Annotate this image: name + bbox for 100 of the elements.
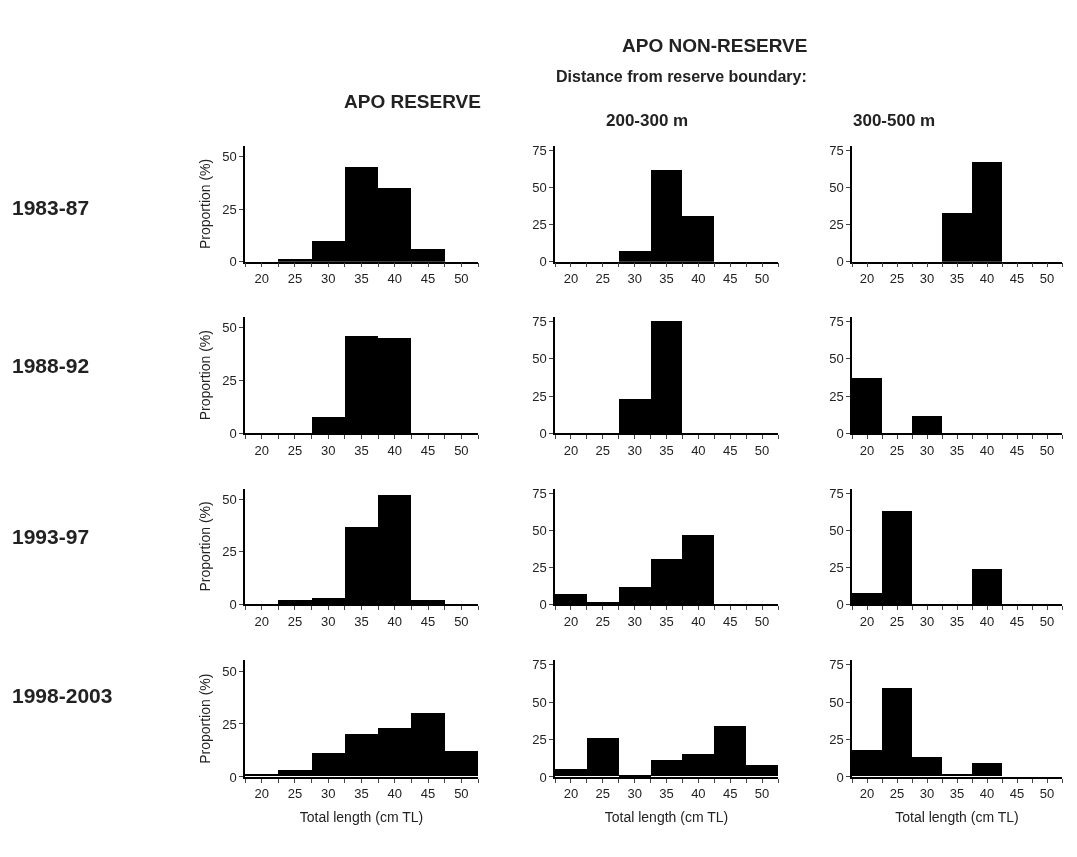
x-axis-title: Total length (cm TL) bbox=[895, 809, 1019, 826]
x-tick-label: 30 bbox=[627, 786, 642, 802]
x-tick-label: 40 bbox=[387, 786, 403, 802]
y-axis-title: Proportion (%) bbox=[197, 673, 214, 764]
y-tick-label: 50 bbox=[829, 522, 844, 538]
x-tick-label: 40 bbox=[691, 786, 706, 802]
x-tick-label: 40 bbox=[691, 270, 706, 286]
x-tick-label: 50 bbox=[1039, 442, 1055, 458]
x-tick-label: 40 bbox=[979, 442, 995, 458]
text: 200-300 m bbox=[606, 111, 689, 130]
x-tick-label: 50 bbox=[454, 613, 469, 629]
x-tick-label: 30 bbox=[627, 613, 642, 629]
x-tick-label: 35 bbox=[949, 442, 965, 458]
y-tick-label: 0 bbox=[229, 425, 237, 441]
y-tick-label: 25 bbox=[222, 373, 237, 389]
x-tick-label: 20 bbox=[563, 442, 579, 458]
x-tick-label: 30 bbox=[919, 270, 935, 286]
x-tick-label: 20 bbox=[859, 613, 875, 629]
y-tick-label: 0 bbox=[836, 254, 844, 270]
x-tick-label: 20 bbox=[859, 442, 875, 458]
y-tick-label: 25 bbox=[532, 388, 547, 404]
x-tick-label: 50 bbox=[454, 786, 469, 802]
x-tick-label: 35 bbox=[354, 442, 369, 458]
x-tick-label: 20 bbox=[254, 270, 269, 286]
x-tick-label: 45 bbox=[420, 786, 436, 802]
y-tick-label: 0 bbox=[836, 596, 844, 612]
x-axis-title: Total length (cm TL) bbox=[604, 809, 729, 826]
y-tick-label: 50 bbox=[532, 522, 547, 538]
x-tick-label: 20 bbox=[563, 613, 579, 629]
x-tick-label: 30 bbox=[320, 613, 336, 629]
x-tick-label: 25 bbox=[287, 613, 303, 629]
x-tick-label: 35 bbox=[354, 786, 369, 802]
y-tick-label: 25 bbox=[532, 559, 547, 575]
x-tick-label: 25 bbox=[595, 442, 611, 458]
x-tick-label: 25 bbox=[287, 270, 303, 286]
x-tick-label: 25 bbox=[889, 270, 905, 286]
y-tick-label: 75 bbox=[829, 143, 844, 159]
y-tick-label: 50 bbox=[222, 663, 237, 679]
x-tick-label: 35 bbox=[354, 270, 369, 286]
x-tick-label: 30 bbox=[320, 442, 336, 458]
x-tick-label: 35 bbox=[949, 613, 965, 629]
x-tick-label: 45 bbox=[420, 613, 436, 629]
x-tick-label: 40 bbox=[979, 786, 995, 802]
y-tick-label: 50 bbox=[532, 694, 547, 710]
x-tick-label: 25 bbox=[287, 442, 303, 458]
y-tick-label: 0 bbox=[539, 596, 547, 612]
y-tick-label: 25 bbox=[222, 201, 237, 217]
y-tick-label: 75 bbox=[532, 485, 547, 501]
x-tick-label: 25 bbox=[889, 613, 905, 629]
y-tick-label: 75 bbox=[532, 313, 547, 329]
y-tick-label: 50 bbox=[532, 180, 547, 196]
text: 1998-2003 bbox=[12, 684, 113, 707]
y-tick-label: 50 bbox=[829, 351, 844, 367]
x-tick-label: 35 bbox=[659, 613, 674, 629]
y-tick-label: 50 bbox=[222, 491, 237, 507]
x-tick-label: 30 bbox=[320, 786, 336, 802]
y-tick-label: 50 bbox=[222, 149, 237, 165]
x-tick-label: 40 bbox=[387, 613, 403, 629]
y-tick-label: 25 bbox=[829, 388, 844, 404]
x-tick-label: 25 bbox=[595, 270, 611, 286]
x-tick-label: 20 bbox=[254, 613, 269, 629]
x-tick-label: 50 bbox=[1039, 786, 1055, 802]
x-axis-title: Total length (cm TL) bbox=[299, 809, 424, 826]
x-tick-label: 40 bbox=[691, 613, 706, 629]
x-tick-label: 30 bbox=[627, 270, 642, 286]
y-tick-label: 75 bbox=[829, 313, 844, 329]
x-tick-label: 40 bbox=[979, 270, 995, 286]
x-tick-label: 40 bbox=[387, 270, 403, 286]
y-axis-title: Proportion (%) bbox=[197, 158, 214, 250]
y-tick-label: 25 bbox=[222, 716, 237, 732]
x-tick-label: 45 bbox=[420, 270, 436, 286]
y-axis-title: Proportion (%) bbox=[197, 330, 214, 421]
x-tick-label: 35 bbox=[659, 442, 674, 458]
x-tick-label: 50 bbox=[754, 786, 770, 802]
x-tick-label: 50 bbox=[454, 442, 469, 458]
x-tick-label: 35 bbox=[354, 613, 369, 629]
y-tick-label: 0 bbox=[539, 254, 547, 270]
y-tick-label: 75 bbox=[829, 657, 844, 673]
chart-title: APO NON-RESERVE bbox=[622, 35, 808, 56]
x-tick-label: 20 bbox=[859, 786, 875, 802]
x-tick-label: 45 bbox=[420, 442, 436, 458]
x-tick-label: 45 bbox=[722, 442, 738, 458]
x-tick-label: 40 bbox=[691, 442, 706, 458]
x-tick-label: 20 bbox=[254, 786, 269, 802]
x-tick-label: 25 bbox=[889, 786, 905, 802]
y-tick-label: 25 bbox=[532, 217, 547, 233]
x-tick-label: 40 bbox=[387, 442, 403, 458]
x-tick-label: 30 bbox=[919, 786, 935, 802]
y-tick-label: 0 bbox=[229, 769, 237, 785]
y-tick-label: 25 bbox=[532, 732, 547, 748]
y-tick-label: 75 bbox=[532, 143, 547, 159]
x-tick-label: 35 bbox=[659, 270, 674, 286]
y-tick-label: 50 bbox=[532, 351, 547, 367]
y-tick-label: 50 bbox=[222, 320, 237, 336]
y-axis-title: Proportion (%) bbox=[197, 501, 214, 592]
y-tick-label: 50 bbox=[829, 180, 844, 196]
text: 1988-92 bbox=[12, 354, 90, 377]
x-tick-label: 30 bbox=[919, 613, 935, 629]
x-tick-label: 50 bbox=[754, 613, 770, 629]
x-tick-label: 20 bbox=[859, 270, 875, 286]
